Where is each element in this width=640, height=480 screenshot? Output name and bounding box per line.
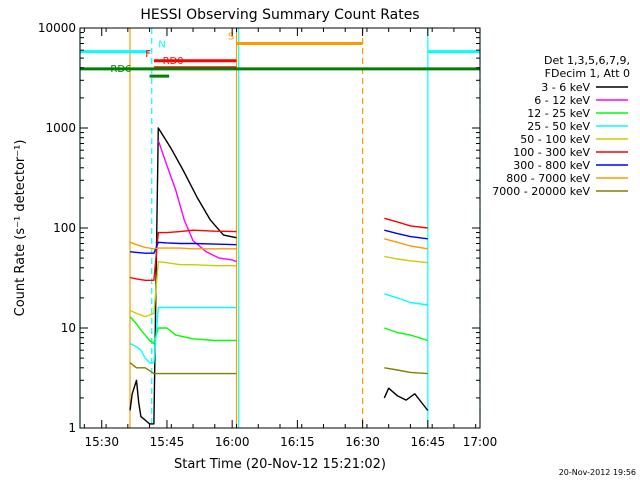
legend: Det 1,3,5,6,7,9, FDecim 1, Att 0 3 - 6 k…: [492, 54, 630, 198]
series-line-5-0: [129, 229, 237, 281]
legend-label-1: 6 - 12 keV: [534, 94, 590, 107]
x-tick-label-0: 15:30: [84, 435, 119, 449]
chart-title: HESSI Observing Summary Count Rates: [140, 7, 419, 23]
y-tick-label-3: 1000: [45, 121, 76, 135]
series-line-2-0: [129, 316, 237, 345]
y-axis-label: Count Rate (s⁻¹ detector⁻¹): [13, 140, 28, 317]
series-line-0-0: [129, 127, 237, 425]
series-line-8-0: [129, 362, 237, 375]
series-line-5-1: [384, 217, 428, 229]
x-tick-label-4: 16:30: [345, 435, 380, 449]
mode-bars: N S F RD0 RD6: [80, 31, 480, 78]
series-line-0-1: [383, 387, 429, 411]
legend-label-7: 800 - 7000 keV: [506, 172, 590, 185]
legend-label-0: 3 - 6 keV: [541, 81, 590, 94]
series-line-6-1: [384, 229, 428, 240]
y-tick-label-4: 10000: [38, 21, 76, 35]
legend-label-3: 25 - 50 keV: [527, 120, 590, 133]
series-line-1-0: [157, 140, 237, 263]
x-axis-label: Start Time (20-Nov-12 15:21:02): [174, 457, 386, 472]
series-line-6-0: [129, 241, 237, 254]
legend-label-2: 12 - 25 keV: [527, 107, 590, 120]
series-line-7-0: [129, 241, 237, 250]
mode-label-2: S: [228, 31, 234, 42]
series-line-3-1: [384, 293, 428, 306]
legend-header-line-2: FDecim 1, Att 0: [545, 67, 630, 80]
legend-label-4: 50 - 100 keV: [520, 133, 590, 146]
y-tick-label-0: 1: [68, 421, 76, 435]
mode-label-3: F: [145, 49, 151, 60]
mode-label-4: RD0: [163, 56, 184, 67]
mode-label-0: N: [158, 40, 165, 51]
x-tick-label-2: 16:00: [215, 435, 250, 449]
legend-label-6: 300 - 800 keV: [513, 159, 590, 172]
legend-label-8: 7000 - 20000 keV: [492, 185, 590, 198]
x-tick-label-6: 17:00: [463, 435, 498, 449]
x-tick-label-5: 16:45: [411, 435, 446, 449]
series-line-4-0: [129, 261, 237, 318]
y-tick-label-1: 10: [61, 321, 76, 335]
series-line-8-1: [384, 367, 428, 375]
x-tick-label-1: 15:45: [150, 435, 185, 449]
series-line-2-1: [384, 327, 429, 342]
count-rate-series: [129, 127, 429, 425]
series-line-4-1: [384, 255, 428, 264]
mode-label-6: RD6: [110, 64, 131, 75]
timestamp: 20-Nov-2012 19:56: [559, 468, 636, 477]
legend-label-5: 100 - 300 keV: [513, 146, 590, 159]
legend-header-line-1: Det 1,3,5,6,7,9,: [544, 54, 630, 67]
axes: 15:30 15:45 16:00 16:15 16:30 16:45 17:00 1 10 10…: [38, 21, 497, 449]
x-tick-label-3: 16:15: [280, 435, 315, 449]
series-line-3-0: [129, 306, 237, 364]
series-line-7-1: [384, 238, 428, 250]
y-tick-label-2: 100: [53, 221, 76, 235]
